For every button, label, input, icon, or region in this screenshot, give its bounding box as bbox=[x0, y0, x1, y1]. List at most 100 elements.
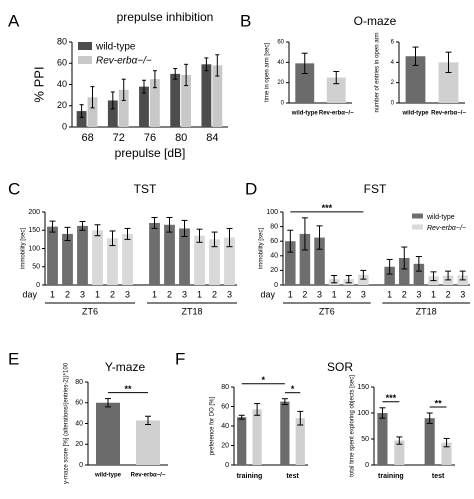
bar bbox=[136, 420, 160, 465]
x-tick-label: 3 bbox=[460, 289, 465, 299]
legend-label: Rev-erbα−/− bbox=[96, 56, 152, 67]
bar bbox=[209, 239, 220, 285]
legend-label: wild-type bbox=[95, 42, 136, 53]
panel-letter: D bbox=[245, 179, 257, 198]
x-tick-label: 2 bbox=[212, 289, 217, 299]
bar bbox=[377, 413, 388, 465]
bar bbox=[201, 64, 212, 127]
x-tick-label: 3 bbox=[227, 289, 232, 299]
group-label: test bbox=[432, 473, 445, 480]
y-axis-label: number of entries in open arm bbox=[375, 32, 381, 112]
panel-letter: B bbox=[240, 11, 251, 30]
x-tick-label: Rev-erbα−/− bbox=[319, 111, 354, 117]
y-tick-label: 0 bbox=[365, 462, 369, 469]
x-tick-label: 3 bbox=[80, 289, 85, 299]
x-tick-label: 3 bbox=[182, 289, 187, 299]
panel-letter: C bbox=[8, 179, 20, 198]
bar bbox=[424, 418, 435, 465]
legend-swatch bbox=[78, 42, 92, 50]
bar bbox=[405, 56, 426, 103]
panel-title: TST bbox=[134, 182, 157, 196]
y-axis-label: preference for DO [%] bbox=[210, 396, 216, 455]
bar bbox=[438, 62, 459, 103]
y-tick-label: 60 bbox=[277, 40, 284, 46]
x-tick-label: 3 bbox=[125, 289, 130, 299]
y-tick-label: 40 bbox=[75, 420, 83, 427]
x-tick-label: wild-type bbox=[94, 473, 122, 479]
panel-title: Y-maze bbox=[105, 360, 146, 374]
bar bbox=[92, 230, 103, 285]
x-tick-label: 68 bbox=[81, 132, 93, 144]
bar bbox=[398, 257, 410, 285]
x-tick-label: 1 bbox=[431, 289, 436, 299]
x-tick-label: Rev-erbα−/− bbox=[131, 473, 166, 479]
group-label: training bbox=[237, 473, 263, 480]
y-tick-label: 80 bbox=[57, 36, 67, 46]
bar bbox=[118, 89, 129, 127]
significance-label: * bbox=[262, 375, 266, 385]
x-tick-label: 1 bbox=[387, 289, 392, 299]
bar bbox=[413, 263, 425, 285]
bar bbox=[170, 73, 181, 127]
y-tick-label: 100 bbox=[357, 410, 369, 417]
bar bbox=[107, 100, 118, 127]
legend-label: wild-type bbox=[426, 214, 455, 221]
x-tick-label: 72 bbox=[113, 132, 125, 144]
x-tick-label: 1 bbox=[152, 289, 157, 299]
y-tick-label: 20 bbox=[277, 80, 284, 86]
bar bbox=[194, 235, 205, 285]
bar bbox=[299, 233, 311, 285]
x-axis-label: prepulse [dB] bbox=[115, 146, 186, 160]
bar bbox=[441, 442, 452, 465]
x-axis-label: day bbox=[260, 289, 275, 299]
significance-label: ** bbox=[124, 384, 132, 394]
x-tick-label: 76 bbox=[144, 132, 156, 144]
panel-letter: F bbox=[175, 349, 185, 368]
significance-label: *** bbox=[322, 203, 333, 213]
y-tick-label: 60 bbox=[221, 403, 229, 410]
y-tick-label: 0 bbox=[79, 462, 83, 469]
bar bbox=[285, 241, 296, 285]
y-tick-label: 0 bbox=[281, 101, 285, 107]
y-axis-label: % PPI bbox=[31, 66, 46, 102]
y-axis-label: total time spent exploring objects [sec] bbox=[350, 375, 356, 477]
y-tick-label: 50 bbox=[361, 436, 369, 443]
y-tick-label: 150 bbox=[357, 384, 369, 391]
legend-swatch bbox=[78, 56, 92, 64]
x-tick-label: 84 bbox=[206, 132, 218, 144]
y-tick-label: 40 bbox=[221, 423, 229, 430]
group-label: training bbox=[378, 473, 404, 480]
bar bbox=[314, 237, 325, 285]
x-tick-label: 2 bbox=[446, 289, 451, 299]
y-tick-label: 2 bbox=[391, 80, 395, 86]
bar bbox=[394, 440, 405, 465]
bar bbox=[252, 409, 262, 465]
y-tick-label: 150 bbox=[28, 227, 40, 234]
y-tick-label: 0 bbox=[36, 282, 40, 289]
y-tick-label: 20 bbox=[57, 100, 67, 110]
bar bbox=[139, 86, 149, 127]
bar bbox=[96, 402, 120, 465]
panel-title: SOR bbox=[327, 360, 353, 374]
significance-label: * bbox=[291, 384, 295, 394]
x-tick-label: wild-type bbox=[401, 111, 429, 117]
group-label: ZT18 bbox=[181, 306, 202, 316]
x-tick-label: 80 bbox=[175, 132, 187, 144]
x-tick-label: 1 bbox=[95, 289, 100, 299]
y-tick-label: 40 bbox=[57, 79, 67, 89]
y-axis-label: time in open arm [sec] bbox=[265, 43, 271, 102]
y-tick-label: 0 bbox=[225, 462, 229, 469]
bar bbox=[150, 79, 160, 127]
y-axis-label: immobility [sec] bbox=[21, 228, 27, 269]
bar bbox=[76, 111, 87, 127]
x-tick-label: 3 bbox=[361, 289, 366, 299]
bar bbox=[164, 224, 175, 285]
x-tick-label: 2 bbox=[110, 289, 115, 299]
bar bbox=[358, 274, 369, 285]
panel-title: O-maze bbox=[354, 14, 397, 28]
x-tick-label: 2 bbox=[302, 289, 307, 299]
significance-label: *** bbox=[386, 393, 397, 403]
y-tick-label: 100 bbox=[266, 209, 278, 216]
x-tick-label: 2 bbox=[346, 289, 351, 299]
